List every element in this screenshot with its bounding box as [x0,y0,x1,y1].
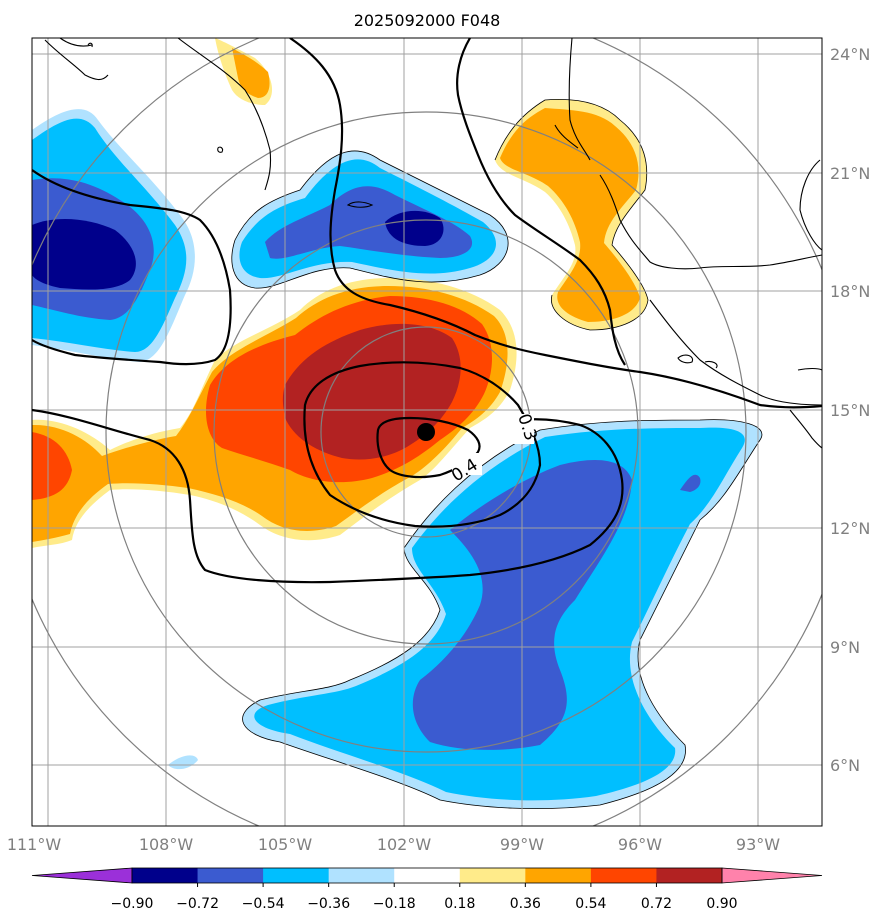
lat-tick-label: 9°N [830,638,860,657]
colorbar-tick-label: 0.72 [641,896,672,912]
lon-tick-label: 105°W [258,835,313,854]
lon-tick-label: 108°W [139,835,194,854]
colorbar-tick-label: −0.36 [307,896,350,912]
colorbar-frame [131,867,723,884]
field-darkblue-nw [32,218,136,290]
colorbar-segment [132,868,199,883]
lon-tick-labels: 111°W 108°W 105°W 102°W 99°W 96°W 93°W [7,835,780,854]
lat-tick-label: 15°N [830,401,870,420]
lat-tick-label: 24°N [830,45,870,64]
colorbar-segment [394,868,461,883]
lon-tick-label: 93°W [736,835,780,854]
contour-03 [303,361,542,528]
lon-tick-label: 99°W [500,835,544,854]
field-redorange [32,432,72,500]
colorbar-tick-label: 0.18 [444,896,475,912]
colorbar-segment [590,868,657,883]
lat-tick-labels: 24°N 21°N 18°N 15°N 12°N 9°N 6°N [830,45,870,775]
lon-tick-label: 102°W [377,835,432,854]
filled-field [32,38,762,809]
field-lightblue-sw [168,755,198,770]
colorbar-segment [656,868,723,883]
field-darkred-center [282,323,461,460]
lon-tick-label: 111°W [7,835,62,854]
colorbar-tick-label: 0.36 [510,896,541,912]
colorbar-tick-label: −0.72 [176,896,219,912]
colorbar-segment [459,868,526,883]
colorbar-segment [525,868,592,883]
colorbar [31,867,823,887]
coastlines [44,38,822,449]
field-orange-top [232,48,270,98]
colorbar-segment [328,868,395,883]
colorbar-tick-labels: −0.90 −0.72 −0.54 −0.36 −0.18 0.18 0.36 … [111,896,738,912]
map-title: 2025092000 F048 [354,11,501,30]
range-rings [32,38,822,826]
colorbar-tick-label: −0.18 [373,896,416,912]
contour-east [456,38,626,366]
storm-center-marker [417,423,435,441]
colorbar-segment [263,868,330,883]
thick-contours [32,38,822,584]
colorbar-segment [197,868,264,883]
field-orange-ne [500,108,640,322]
contour-ridge [289,38,822,409]
contour-04 [376,416,481,479]
contour-outer-west [32,408,624,584]
colorbar-tick-label: 0.54 [575,896,606,912]
colorbar-tick-label: −0.54 [242,896,285,912]
colorbar-tick-label: −0.90 [111,896,154,912]
colorbar-tick-label: 0.90 [706,896,737,912]
colorbar-extend-min [31,867,133,884]
lat-tick-label: 6°N [830,756,860,775]
colorbar-extend-max [721,867,823,884]
field-medblue-se2 [680,474,701,492]
lon-tick-label: 96°W [618,835,662,854]
lat-tick-label: 21°N [830,164,870,183]
contour-outer-north [32,169,232,366]
lat-tick-label: 12°N [830,519,870,538]
plot-frame [31,37,823,827]
graticule [32,38,822,826]
lat-tick-label: 18°N [830,282,870,301]
